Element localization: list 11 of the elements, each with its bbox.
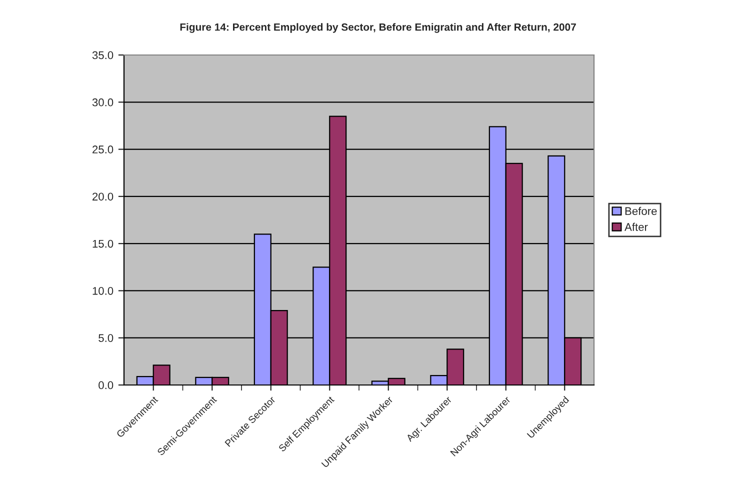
y-tick-label: 5.0 xyxy=(98,334,114,342)
y-tick-label: 10.0 xyxy=(92,286,114,295)
legend-label: Before xyxy=(625,206,657,216)
y-tick-label: 30.0 xyxy=(92,98,114,106)
y-tick-label: 35.0 xyxy=(92,51,114,60)
y-tick-label: 15.0 xyxy=(92,240,114,248)
y-tick-label: 25.0 xyxy=(92,146,114,154)
y-tick-label: 20.0 xyxy=(92,192,114,201)
legend-label: After xyxy=(624,222,648,231)
y-tick-label: 0.0 xyxy=(98,381,114,390)
chart-title: Figure 14: Percent Employed by Sector, Before Emigratin and After Return, 2007 xyxy=(180,23,576,33)
